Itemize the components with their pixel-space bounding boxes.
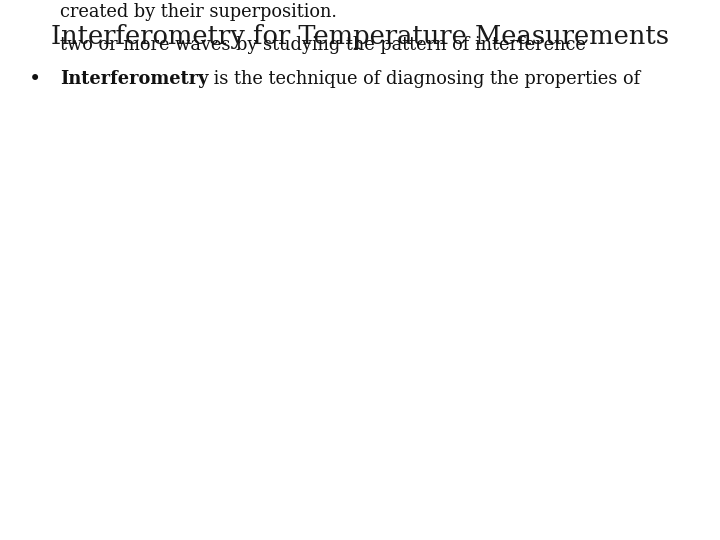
Text: two or more waves by studying the pattern of interference: two or more waves by studying the patter… bbox=[60, 36, 585, 55]
Text: created by their superposition.: created by their superposition. bbox=[60, 3, 337, 21]
Text: •: • bbox=[28, 70, 41, 89]
Text: is the technique of diagnosing the properties of: is the technique of diagnosing the prope… bbox=[208, 70, 640, 88]
Text: Interferometry: Interferometry bbox=[60, 70, 208, 88]
Text: Interferometry for Temperature Measurements: Interferometry for Temperature Measureme… bbox=[51, 24, 669, 49]
